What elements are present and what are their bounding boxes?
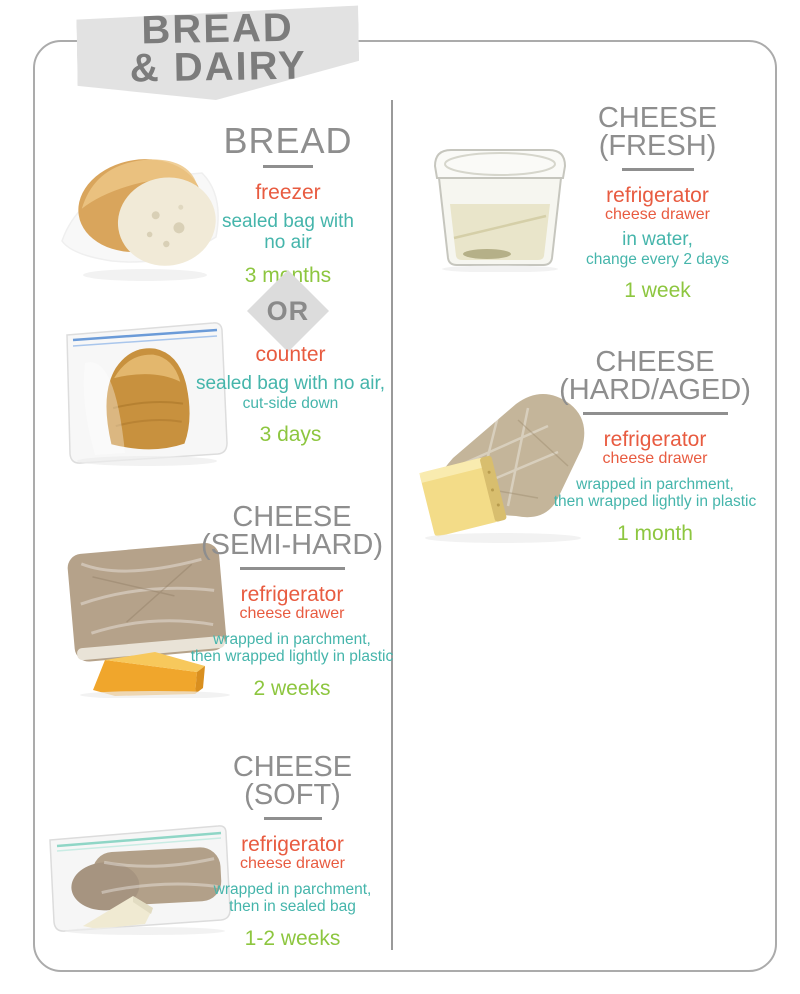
heading-underline [582,411,728,415]
storage-method-line1: sealed bag with no air, [195,373,386,394]
storage-method-line2: change every 2 days [585,250,730,268]
heading-underline [621,167,694,171]
section-heading-bread: BREAD [193,120,383,161]
section-heading-cheese-soft: CHEESE (SOFT) [190,751,395,812]
heading-line-1: CHEESE [232,751,353,783]
storage-duration: 1 month [617,521,693,545]
section-heading-cheese-fresh: CHEESE (FRESH) [545,102,770,163]
storage-location: refrigerator [241,832,344,856]
fresh-cheese-container-photo [425,136,575,273]
heading-line-2: (FRESH) [598,130,717,163]
heading-line-2: (SEMI-HARD) [200,529,384,562]
bread-in-ziplock-photo [55,303,235,471]
storage-location: refrigerator [240,582,344,606]
section-cheese-hard-aged: CHEESE (HARD/AGED) refrigerator cheese d… [525,346,785,545]
section-cheese-soft: CHEESE (SOFT) refrigerator cheese drawer… [190,751,395,950]
column-divider-line [391,100,393,950]
heading-line-1: CHEESE [232,501,352,533]
heading-line-2: (SOFT) [244,779,341,812]
hard-aged-cheese-wrapped-photo [408,386,598,548]
heading-line-1: CHEESE [597,102,718,134]
storage-method-line2: then wrapped lightly in plastic [553,493,757,511]
storage-location: counter [255,343,326,366]
semi-hard-cheese-wrapped-photo [55,538,250,699]
section-bread-counter: counter sealed bag with no air, cut-side… [178,344,403,445]
section-cheese-semi-hard: CHEESE (SEMI-HARD) refrigerator cheese d… [182,501,402,700]
storage-location-detail: cheese drawer [605,205,710,223]
heading-line: BREAD [223,120,353,161]
or-label: OR [266,295,310,326]
storage-duration: 1-2 weeks [244,926,341,950]
bread-loaf-photo [50,133,235,291]
heading-line-1: CHEESE [595,346,715,378]
storage-duration: 2 weeks [253,676,331,700]
page-border-frame [33,40,777,972]
heading-underline [263,165,313,169]
storage-method-line1: wrapped in parchment, [213,881,372,899]
section-heading-cheese-hard-aged: CHEESE (HARD/AGED) [525,346,785,407]
section-cheese-fresh: CHEESE (FRESH) refrigerator cheese drawe… [545,102,770,302]
storage-method-line2: then in sealed bag [229,898,356,916]
storage-method-line2: cut-side down [242,394,339,412]
section-bread: BREAD freezer sealed bag with no air 3 m… [193,120,383,286]
heading-underline [263,816,322,820]
storage-duration: 1 week [624,278,691,302]
storage-location-detail: cheese drawer [602,449,708,467]
heading-line-2: (HARD/AGED) [559,374,751,407]
storage-method-line2: no air [264,231,312,253]
storage-method-line1: wrapped in parchment, [576,476,734,494]
storage-method-line1: sealed bag with [221,211,355,233]
soft-cheese-in-bag-photo [35,798,245,938]
storage-location-detail: cheese drawer [240,854,345,872]
storage-method-line2: then wrapped lightly in plastic [190,648,394,666]
storage-location: refrigerator [603,427,707,451]
storage-location: freezer [255,181,321,205]
storage-method-line1: in water, [622,229,693,251]
storage-location: refrigerator [606,183,709,207]
section-heading-cheese-semi-hard: CHEESE (SEMI-HARD) [182,501,402,562]
storage-method-line1: wrapped in parchment, [213,631,371,649]
storage-duration: 3 days [259,422,322,446]
storage-location-detail: cheese drawer [239,604,345,622]
heading-underline [239,566,345,570]
